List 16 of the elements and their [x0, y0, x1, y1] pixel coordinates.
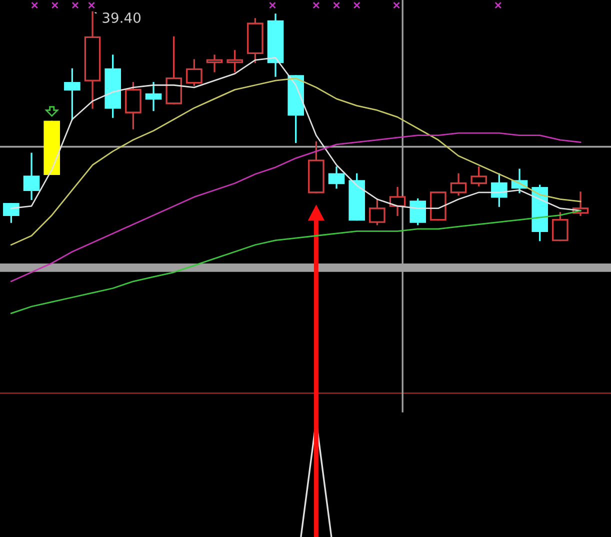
candlestick [328, 166, 345, 189]
candlestick [23, 152, 40, 200]
candlestick [389, 186, 406, 216]
candlestick [491, 173, 508, 207]
candlestick [226, 50, 243, 72]
candlestick [470, 166, 487, 186]
candlestick [206, 54, 223, 72]
candlestick [267, 14, 284, 77]
annotation: 39.40 [102, 12, 141, 23]
candlestick [64, 68, 80, 120]
candlestick [247, 18, 264, 64]
candlestick [84, 11, 101, 109]
candlestick [104, 54, 121, 118]
candlestick [145, 82, 162, 112]
candlestick [450, 173, 467, 196]
candlestick [186, 59, 202, 86]
